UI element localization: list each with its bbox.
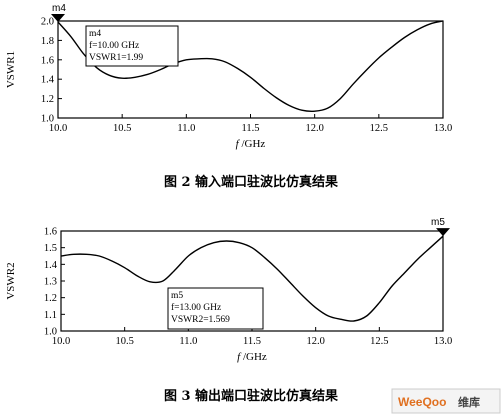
y-tick-label: 1.3 [44,277,57,288]
watermark-brand: WeeQoo [398,395,446,409]
marker-box-name: m4 [89,29,101,39]
y-axis-label: VSWR1 [5,51,17,88]
x-tick-label: 11.0 [179,336,197,347]
marker-box-freq: f=13.00 GHz [171,302,221,313]
x-tick-label: 13.0 [434,336,452,347]
figure-caption: 图 2 输入端口驻波比仿真结果 [164,174,338,190]
watermark: WeeQoo 维库 [391,388,501,414]
marker-info-box [167,287,264,330]
marker-label: m5 [431,217,445,228]
y-ticks: 1.0 1.1 1.2 1.3 1.4 1.5 1.6 [44,227,65,338]
y-tick-label: 1.5 [44,243,57,254]
marker-info-box [85,25,179,67]
x-tick-label: 11.5 [243,336,261,347]
x-tick-label: 12.0 [306,336,324,347]
marker-box-value: VSWR1=1.99 [89,53,143,63]
y-tick-label: 1.8 [41,36,54,47]
chart-output-vswr: 1.0 1.1 1.2 1.3 1.4 1.5 1.6 10.0 10.5 11.0 11.5 12… [5,217,452,404]
marker-box-freq: f=10.00 GHz [89,40,139,51]
marker-triangle [436,228,450,237]
y-ticks: 1.0 1.2 1.4 1.6 1.8 2.0 [41,17,62,125]
y-tick-label: 1.0 [44,327,57,338]
x-tick-label: 11.5 [242,123,260,134]
x-axis-label: f /GHz [237,351,267,363]
x-tick-label: 12.5 [370,336,388,347]
y-tick-label: 1.2 [44,293,57,304]
y-tick-label: 1.1 [44,310,57,321]
x-tick-label: 12.5 [370,123,388,134]
vswr1-line [57,20,444,113]
y-tick-label: 1.6 [44,227,57,238]
marker-triangle [51,13,65,22]
watermark-bg [391,388,501,414]
chart-input-vswr: 1.01.21.41.61.82.0 10.0 10.5 11.0 11.5 12.0 1… [5,3,452,190]
marker-box-name: m5 [171,291,183,301]
vswr2-line [60,235,444,322]
y-tick-label: 1.4 [44,260,58,271]
x-tick-label: 10.5 [115,336,133,347]
x-tick-label: 10.5 [113,123,131,134]
figure-caption: 图 3 输出端口驻波比仿真结果 [164,388,338,404]
x-tick-label: 11.0 [177,123,195,134]
marker-box-value: VSWR2=1.569 [171,315,230,325]
y-tick-label: 1.0 [41,114,54,125]
y-tick-label: 1.2 [41,94,54,105]
y-axis-label: VSWR2 [5,262,17,299]
x-tick-label: 12.0 [305,123,323,134]
y-tick-label: 1.6 [41,55,54,66]
watermark-cn: 维库 [458,395,480,409]
x-tick-label: 10.0 [49,123,67,134]
y-tick-label: 2.0 [41,17,54,28]
x-ticks: 10.0 10.5 11.0 11.5 12.0 12.5 13.0 [52,327,452,347]
x-axis-label: f /GHz [236,138,266,150]
x-tick-label: 10.0 [52,336,70,347]
marker-label: m4 [52,3,66,14]
x-ticks: 10.0 10.5 11.0 11.5 12.0 12.5 13.0 [49,114,452,134]
y-tick-label: 1.4 [41,75,55,86]
x-tick-label: 13.0 [434,123,452,134]
